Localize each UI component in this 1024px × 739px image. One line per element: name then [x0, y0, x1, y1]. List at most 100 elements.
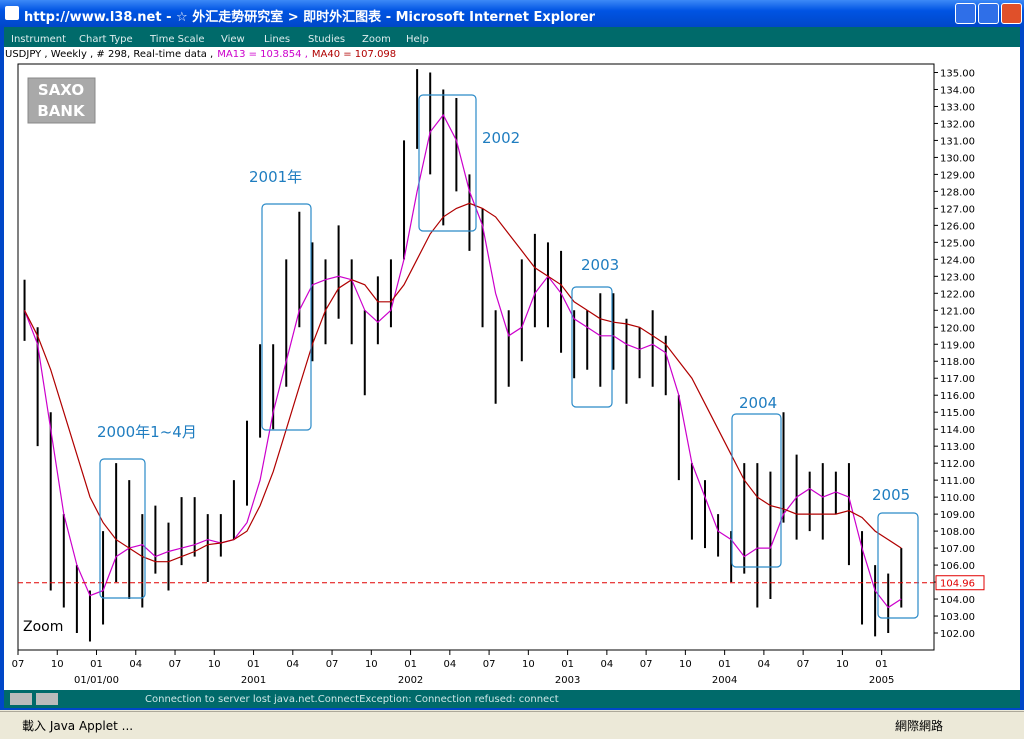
- annotation-label: 2005: [872, 486, 910, 504]
- browser-status-bar: 載入 Java Applet ... 網際網路: [0, 711, 1024, 739]
- menu-item[interactable]: Chart Type: [79, 34, 133, 45]
- moving-average: [23, 113, 902, 609]
- y-tick-label: 107.00: [940, 544, 975, 555]
- y-tick-label: 111.00: [940, 476, 975, 487]
- annotation-box: [261, 203, 312, 431]
- y-tick-label: 129.00: [940, 170, 975, 181]
- x-tick-label: 07: [12, 659, 25, 670]
- annotation-label: 2000年1~4月: [97, 423, 197, 441]
- y-tick-label: 119.00: [940, 340, 975, 351]
- toolbar-button[interactable]: [36, 693, 58, 705]
- maximize-button[interactable]: [978, 3, 999, 24]
- y-tick-label: 115.00: [940, 408, 975, 419]
- y-tick-label: 130.00: [940, 153, 975, 164]
- y-tick-label: 113.00: [940, 442, 975, 453]
- year-label: 2001: [241, 675, 266, 686]
- x-tick-label: 04: [443, 659, 456, 670]
- y-tick-label: 114.00: [940, 425, 975, 436]
- y-tick-label: 108.00: [940, 527, 975, 538]
- status-right: 網際網路: [895, 719, 944, 733]
- x-tick-label: 01: [875, 659, 888, 670]
- x-tick-label: 10: [365, 659, 378, 670]
- menu-item[interactable]: Studies: [308, 34, 346, 45]
- zoom-label: Zoom: [23, 619, 63, 635]
- annotation-box: [571, 286, 613, 408]
- x-tick-label: 01: [718, 659, 731, 670]
- status-text: Connection to server lost java.net.Conne…: [145, 694, 559, 705]
- y-tick-label: 103.00: [940, 612, 975, 623]
- reference-label: 104.96: [940, 579, 975, 590]
- annotation-box: [99, 458, 146, 599]
- y-tick-label: 123.00: [940, 272, 975, 283]
- y-tick-label: 131.00: [940, 136, 975, 147]
- ie-icon: [5, 6, 19, 20]
- x-tick-label: 01: [404, 659, 417, 670]
- x-tick-label: 10: [208, 659, 221, 670]
- moving-average: [23, 202, 902, 563]
- x-tick-label: 07: [797, 659, 810, 670]
- y-tick-label: 121.00: [940, 306, 975, 317]
- year-label: 01/01/00: [74, 675, 119, 686]
- y-tick-label: 112.00: [940, 459, 975, 470]
- ma40-label: MA40 = 107.098: [312, 49, 396, 60]
- annotation-label: 2002: [482, 129, 520, 147]
- minimize-button[interactable]: [955, 3, 976, 24]
- annotation-box: [877, 512, 919, 619]
- close-button[interactable]: [1001, 3, 1022, 24]
- x-tick-label: 07: [326, 659, 339, 670]
- menu-item[interactable]: Instrument: [11, 34, 67, 45]
- x-tick-label: 07: [640, 659, 653, 670]
- y-tick-label: 120.00: [940, 323, 975, 334]
- toolbar-button[interactable]: [10, 693, 32, 705]
- menu-item[interactable]: Lines: [264, 34, 291, 45]
- menu-item[interactable]: View: [221, 34, 245, 45]
- year-label: 2003: [555, 675, 580, 686]
- annotation-label: 2003: [581, 256, 619, 274]
- y-tick-label: 135.00: [940, 68, 975, 79]
- annotation-box: [418, 94, 477, 232]
- y-tick-label: 128.00: [940, 187, 975, 198]
- info: USDJPY , Weekly , # 298, Real-time data …: [5, 49, 213, 60]
- y-tick-label: 117.00: [940, 374, 975, 385]
- title-bar: http://www.l38.net - ☆ 外汇走势研究室 > 即时外汇图表 …: [0, 0, 1024, 27]
- year-label: 2005: [869, 675, 894, 686]
- y-tick-label: 125.00: [940, 238, 975, 249]
- annotation-label: 2004: [739, 394, 777, 412]
- ma13-label: MA13 = 103.854 ,: [217, 49, 308, 60]
- logo-text: SAXO: [38, 81, 84, 99]
- annotation-box: [731, 413, 782, 568]
- menu-item[interactable]: Zoom: [362, 34, 391, 45]
- y-tick-label: 133.00: [940, 102, 975, 113]
- x-tick-label: 10: [836, 659, 849, 670]
- y-tick-label: 124.00: [940, 255, 975, 266]
- year-label: 2004: [712, 675, 737, 686]
- menu-item[interactable]: Help: [406, 34, 429, 45]
- x-tick-label: 10: [522, 659, 535, 670]
- y-tick-label: 104.00: [940, 595, 975, 606]
- y-tick-label: 106.00: [940, 561, 975, 572]
- y-tick-label: 118.00: [940, 357, 975, 368]
- plot-frame: [17, 63, 935, 651]
- applet: USDJPY , Weekly , # 298, Real-time data …: [4, 47, 1020, 690]
- x-tick-label: 04: [129, 659, 142, 670]
- status-left: 載入 Java Applet ...: [22, 719, 134, 733]
- annotation-label: 2001年: [249, 168, 302, 186]
- y-tick-label: 116.00: [940, 391, 975, 402]
- x-tick-label: 07: [483, 659, 496, 670]
- applet-status-bar: Connection to server lost java.net.Conne…: [4, 690, 1020, 708]
- y-tick-label: 122.00: [940, 289, 975, 300]
- y-tick-label: 134.00: [940, 85, 975, 96]
- x-tick-label: 01: [561, 659, 574, 670]
- menu-item[interactable]: Time Scale: [150, 34, 205, 45]
- x-tick-label: 07: [169, 659, 182, 670]
- x-tick-label: 01: [247, 659, 260, 670]
- y-tick-label: 102.00: [940, 629, 975, 640]
- year-label: 2002: [398, 675, 423, 686]
- y-tick-label: 110.00: [940, 493, 975, 504]
- x-tick-label: 01: [90, 659, 103, 670]
- reference-label-box: [935, 575, 985, 591]
- chart: USDJPY , Weekly , # 298, Real-time data …: [5, 49, 985, 686]
- y-tick-label: 126.00: [940, 221, 975, 232]
- y-tick-label: 109.00: [940, 510, 975, 521]
